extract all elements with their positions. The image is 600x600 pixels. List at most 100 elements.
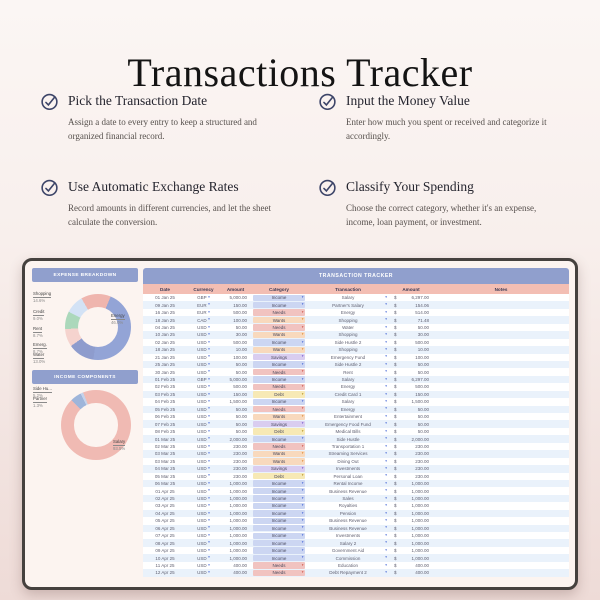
cell-transaction[interactable]: Energy ▾ bbox=[340, 384, 387, 390]
cell-notes[interactable] bbox=[433, 495, 569, 502]
cell-transaction[interactable]: Streaming Services ▾ bbox=[328, 451, 387, 457]
category-pill[interactable]: Needs ▾ bbox=[253, 406, 305, 413]
category-pill[interactable]: Income ▾ bbox=[253, 361, 305, 368]
category-pill[interactable]: Income ▾ bbox=[253, 554, 305, 562]
cell-transaction[interactable]: Transportation 1 ▾ bbox=[331, 443, 387, 449]
cell-category[interactable]: Income ▾ bbox=[251, 339, 307, 346]
cell-transaction[interactable]: Royalties ▾ bbox=[338, 503, 387, 509]
cell-category[interactable]: Wants ▾ bbox=[251, 346, 307, 353]
cell-date[interactable]: 04 Mar 25 bbox=[154, 466, 176, 472]
cell-notes[interactable] bbox=[433, 413, 569, 420]
cell-notes[interactable] bbox=[433, 480, 569, 487]
category-pill[interactable]: Wants ▾ bbox=[253, 413, 305, 420]
category-pill[interactable]: Income ▾ bbox=[253, 376, 305, 383]
category-pill[interactable]: Savings ▾ bbox=[253, 465, 305, 472]
category-pill[interactable]: Needs ▾ bbox=[253, 324, 305, 331]
category-pill[interactable]: Income ▾ bbox=[253, 502, 305, 510]
cell-amount[interactable]: 50.00 bbox=[235, 406, 247, 412]
cell-notes[interactable] bbox=[433, 517, 569, 524]
cell-category[interactable]: Income ▾ bbox=[251, 539, 307, 547]
cell-category[interactable]: Needs ▾ bbox=[251, 383, 307, 391]
cell-notes[interactable] bbox=[433, 316, 569, 323]
category-pill[interactable]: Income ▾ bbox=[253, 480, 305, 487]
cell-date[interactable]: 05 Feb 25 bbox=[154, 406, 176, 412]
cell-currency[interactable]: USD ▾ bbox=[197, 332, 210, 338]
cell-currency[interactable]: USD ▾ bbox=[197, 451, 210, 457]
cell-notes[interactable] bbox=[433, 458, 569, 465]
cell-category[interactable]: Income ▾ bbox=[251, 294, 307, 301]
category-pill[interactable]: Savings ▾ bbox=[253, 354, 305, 361]
cell-currency[interactable]: USD ▾ bbox=[197, 324, 210, 330]
cell-amount[interactable]: 10.00 bbox=[235, 347, 247, 353]
cell-currency[interactable]: USD ▾ bbox=[197, 532, 210, 539]
cell-category[interactable]: Savings ▾ bbox=[251, 465, 307, 472]
cell-notes[interactable] bbox=[433, 510, 569, 517]
cell-transaction[interactable]: Debt Repayment 2 ▾ bbox=[329, 570, 387, 576]
cell-date[interactable]: 03 Feb 25 bbox=[154, 391, 176, 397]
cell-amount[interactable]: 500.00 bbox=[233, 310, 247, 316]
cell-date[interactable]: 01 Jan 25 bbox=[155, 295, 175, 301]
cell-notes[interactable] bbox=[433, 443, 569, 450]
cell-amount[interactable]: 400.00 bbox=[233, 562, 247, 568]
cell-currency[interactable]: USD ▾ bbox=[197, 525, 210, 531]
cell-transaction[interactable]: Energy ▾ bbox=[340, 309, 387, 316]
cell-date[interactable]: 02 Mar 25 bbox=[154, 443, 176, 449]
cell-amount[interactable]: 1,000.00 bbox=[229, 488, 247, 494]
cell-date[interactable]: 04 Apr 25 bbox=[155, 510, 175, 516]
cell-transaction[interactable]: Government Aid ▾ bbox=[331, 547, 387, 554]
cell-amount[interactable]: 400.00 bbox=[233, 570, 247, 576]
cell-currency[interactable]: USD ▾ bbox=[197, 495, 210, 502]
cell-category[interactable]: Debt ▾ bbox=[251, 473, 307, 480]
cell-currency[interactable]: USD ▾ bbox=[197, 339, 210, 345]
cell-notes[interactable] bbox=[433, 450, 569, 457]
cell-date[interactable]: 02 Feb 25 bbox=[154, 384, 176, 390]
cell-date[interactable]: 18 Jan 25 bbox=[155, 317, 175, 323]
cell-amount[interactable]: 50.00 bbox=[235, 429, 247, 435]
cell-transaction[interactable]: Entertainment ▾ bbox=[333, 413, 387, 420]
cell-amount[interactable]: 1,000.00 bbox=[229, 503, 247, 509]
cell-transaction[interactable]: Investments ▾ bbox=[335, 532, 387, 539]
cell-transaction[interactable]: Rental Income ▾ bbox=[333, 480, 387, 487]
cell-notes[interactable] bbox=[433, 420, 569, 427]
cell-notes[interactable] bbox=[433, 435, 569, 442]
cell-category[interactable]: Needs ▾ bbox=[251, 562, 307, 569]
cell-date[interactable]: 06 Apr 25 bbox=[155, 525, 175, 531]
cell-transaction[interactable]: Medical Bills ▾ bbox=[335, 428, 387, 435]
cell-notes[interactable] bbox=[433, 368, 569, 375]
cell-transaction[interactable]: Side Hustle 2 ▾ bbox=[334, 339, 387, 345]
category-pill[interactable]: Debt ▾ bbox=[253, 473, 305, 480]
cell-amount[interactable]: 1,000.00 bbox=[229, 540, 247, 546]
cell-category[interactable]: Savings ▾ bbox=[251, 420, 307, 428]
category-pill[interactable]: Income ▾ bbox=[253, 525, 305, 532]
category-pill[interactable]: Income ▾ bbox=[253, 435, 305, 443]
category-pill[interactable]: Wants ▾ bbox=[253, 331, 305, 339]
cell-notes[interactable] bbox=[433, 562, 569, 569]
category-pill[interactable]: Income ▾ bbox=[253, 517, 305, 525]
cell-currency[interactable]: USD ▾ bbox=[197, 555, 210, 561]
cell-currency[interactable]: CAD ▾ bbox=[197, 317, 210, 323]
cell-currency[interactable]: USD ▾ bbox=[197, 413, 210, 420]
cell-amount[interactable]: 230.00 bbox=[233, 473, 247, 479]
cell-transaction[interactable]: Salary 2 ▾ bbox=[339, 540, 387, 546]
cell-transaction[interactable]: Business Revenue ▾ bbox=[329, 525, 387, 531]
category-pill[interactable]: Needs ▾ bbox=[253, 562, 305, 569]
cell-category[interactable]: Wants ▾ bbox=[251, 450, 307, 458]
category-pill[interactable]: Income ▾ bbox=[253, 339, 305, 346]
cell-date[interactable]: 16 Jan 25 bbox=[155, 310, 175, 316]
cell-amount[interactable]: 1,000.00 bbox=[229, 548, 247, 554]
cell-date[interactable]: 08 Feb 25 bbox=[154, 429, 176, 435]
cell-notes[interactable] bbox=[433, 354, 569, 361]
cell-category[interactable]: Income ▾ bbox=[251, 510, 307, 517]
category-pill[interactable]: Income ▾ bbox=[253, 510, 305, 517]
cell-notes[interactable] bbox=[433, 361, 569, 368]
cell-date[interactable]: 06 Feb 25 bbox=[154, 414, 176, 420]
cell-notes[interactable] bbox=[433, 525, 569, 532]
category-pill[interactable]: Needs ▾ bbox=[253, 309, 305, 316]
cell-date[interactable]: 01 Mar 25 bbox=[154, 436, 176, 442]
cell-notes[interactable] bbox=[433, 383, 569, 390]
cell-category[interactable]: Needs ▾ bbox=[251, 569, 307, 577]
cell-date[interactable]: 03 Mar 25 bbox=[154, 458, 176, 464]
cell-amount[interactable]: 100.00 bbox=[233, 354, 247, 360]
cell-date[interactable]: 12 Apr 25 bbox=[155, 570, 175, 576]
cell-date[interactable]: 09 Apr 25 bbox=[155, 548, 175, 554]
